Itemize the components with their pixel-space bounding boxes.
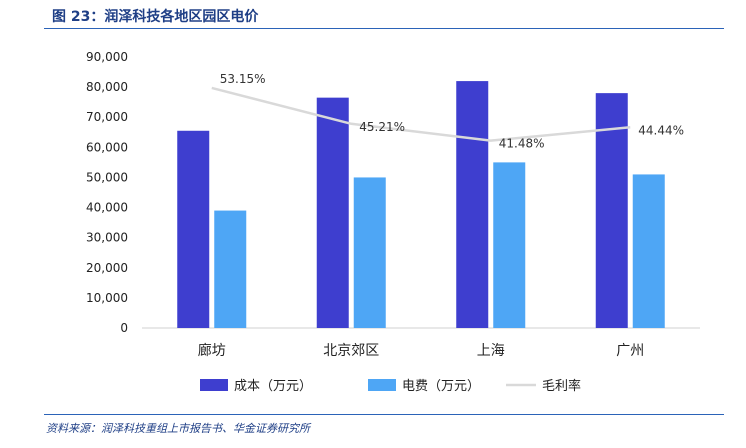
electricity-bar: [214, 210, 247, 328]
gross-margin-data-label: 44.44%: [638, 123, 684, 137]
source-rule: [44, 414, 724, 415]
y-tick-label: 30,000: [86, 231, 128, 245]
legend-label-electricity: 电费（万元）: [402, 379, 480, 394]
x-category-label: 广州: [616, 343, 644, 359]
gross-margin-data-label: 45.21%: [359, 120, 405, 134]
x-category-label: 北京郊区: [323, 342, 379, 359]
y-tick-label: 80,000: [86, 80, 128, 94]
legend-label-cost: 成本（万元）: [234, 379, 312, 394]
y-tick-label: 60,000: [86, 140, 128, 154]
cost-bar: [316, 97, 349, 329]
y-tick-label: 0: [120, 321, 128, 335]
legend-swatch-cost: [200, 379, 228, 391]
source-note: 资料来源：润泽科技重组上市报告书、华金证券研究所: [46, 422, 310, 435]
electricity-bar: [632, 174, 665, 328]
legend-swatch-electricity: [368, 379, 396, 391]
cost-bar: [595, 93, 628, 328]
gross-margin-data-label: 41.48%: [499, 137, 545, 151]
gross-margin-data-label: 53.15%: [220, 72, 266, 86]
gross-margin-line: [211, 86, 631, 142]
y-tick-label: 40,000: [86, 201, 128, 215]
y-tick-label: 70,000: [86, 110, 128, 124]
y-tick-label: 50,000: [86, 170, 128, 184]
cost-bar: [177, 130, 210, 328]
title-rule: [44, 28, 724, 29]
x-category-label: 廊坊: [198, 342, 226, 359]
electricity-bar: [353, 177, 386, 328]
y-tick-label: 90,000: [86, 50, 128, 64]
cost-bar: [456, 81, 489, 328]
electricity-bar: [493, 162, 526, 328]
figure-title: 图 23：润泽科技各地区园区电价: [52, 9, 259, 25]
y-tick-label: 20,000: [86, 261, 128, 275]
y-tick-label: 10,000: [86, 291, 128, 305]
x-category-label: 上海: [477, 343, 505, 359]
legend-label-margin: 毛利率: [542, 378, 581, 394]
